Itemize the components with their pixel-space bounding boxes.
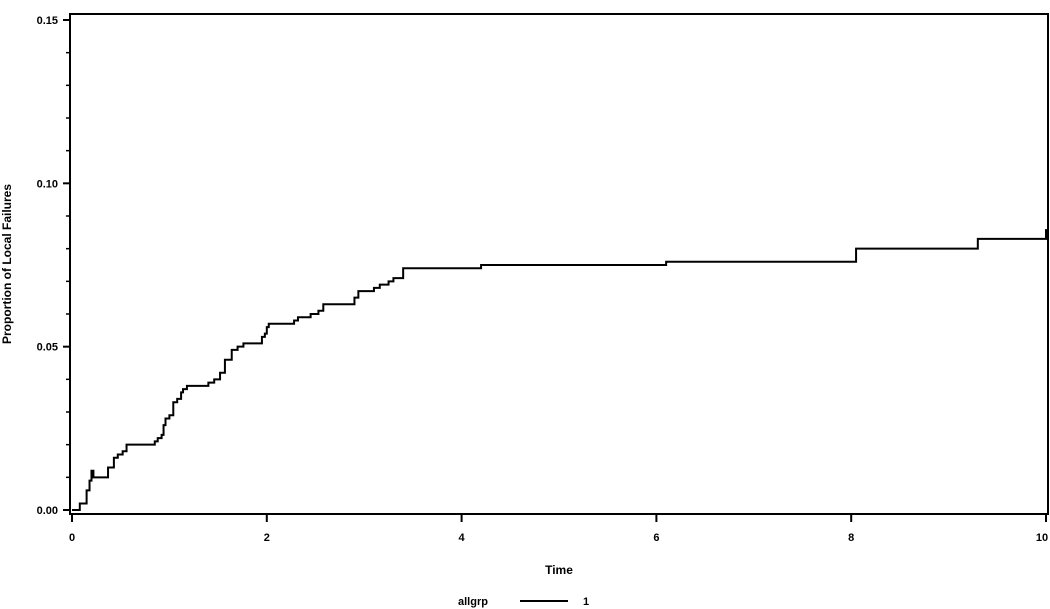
y-axis: 0.00 0.05 0.10 0.15: [37, 15, 70, 517]
plot-frame: [69, 13, 1049, 515]
x-tick-label: 0: [69, 532, 75, 544]
x-axis-title: Time: [545, 563, 573, 577]
x-tick-label: 6: [653, 532, 659, 544]
x-tick-label: 2: [264, 532, 270, 544]
x-axis: 0 2 4 6 8 10: [69, 514, 1048, 544]
y-tick-label: 0.05: [37, 342, 58, 354]
x-tick-label: 4: [459, 532, 466, 544]
legend: allgrp 1: [458, 596, 589, 608]
x-tick-label: 8: [848, 532, 854, 544]
y-tick-label: 0.15: [37, 15, 58, 27]
legend-title: allgrp: [458, 596, 488, 608]
series-line-1: [72, 229, 1047, 511]
legend-entry-label: 1: [583, 596, 589, 608]
x-tick-label: 10: [1036, 532, 1048, 544]
y-axis-title: Proportion of Local Failures: [0, 184, 14, 344]
y-tick-label: 0.00: [37, 505, 58, 517]
y-tick-label: 0.10: [37, 178, 58, 190]
